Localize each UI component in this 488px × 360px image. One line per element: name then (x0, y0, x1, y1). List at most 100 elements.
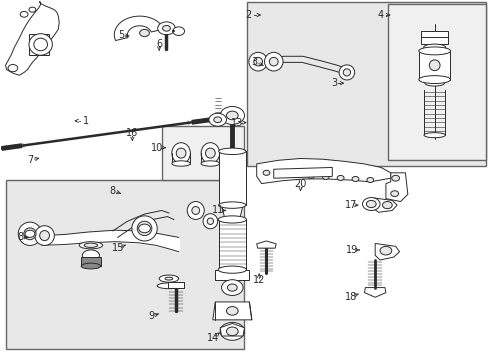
Polygon shape (218, 220, 245, 270)
Circle shape (391, 175, 399, 181)
Ellipse shape (24, 228, 36, 240)
Text: 9: 9 (148, 311, 155, 321)
Text: 19: 19 (345, 245, 357, 255)
Circle shape (8, 64, 18, 72)
Polygon shape (273, 167, 331, 178)
Ellipse shape (176, 148, 185, 158)
Circle shape (220, 107, 244, 125)
Ellipse shape (35, 226, 54, 246)
Polygon shape (215, 270, 249, 280)
Circle shape (307, 174, 314, 179)
Ellipse shape (203, 214, 217, 229)
Ellipse shape (423, 44, 445, 50)
Ellipse shape (137, 221, 152, 235)
Ellipse shape (205, 148, 215, 158)
Circle shape (277, 171, 284, 176)
Ellipse shape (171, 161, 190, 166)
Circle shape (227, 284, 237, 291)
Polygon shape (256, 158, 390, 184)
Polygon shape (5, 1, 59, 75)
Circle shape (139, 224, 150, 233)
Ellipse shape (218, 202, 245, 208)
Polygon shape (220, 323, 244, 336)
Circle shape (140, 30, 149, 37)
Text: 2: 2 (245, 10, 251, 20)
Polygon shape (420, 31, 447, 44)
Circle shape (379, 246, 391, 255)
Polygon shape (256, 241, 276, 248)
Circle shape (390, 191, 398, 197)
Text: 13: 13 (231, 118, 243, 128)
Ellipse shape (218, 216, 246, 223)
Circle shape (382, 202, 391, 209)
Circle shape (162, 26, 170, 31)
Ellipse shape (418, 76, 449, 84)
Circle shape (208, 113, 226, 126)
Circle shape (351, 176, 358, 181)
Ellipse shape (207, 218, 213, 225)
Ellipse shape (40, 230, 49, 240)
Text: 12: 12 (252, 275, 265, 285)
Polygon shape (374, 243, 399, 260)
Text: 15: 15 (111, 243, 123, 253)
Ellipse shape (84, 243, 98, 247)
Ellipse shape (34, 38, 47, 51)
Circle shape (220, 322, 244, 340)
Circle shape (366, 177, 373, 183)
Text: 18: 18 (344, 292, 356, 302)
Circle shape (20, 12, 28, 17)
Circle shape (226, 111, 238, 120)
Ellipse shape (423, 133, 445, 138)
Text: 16: 16 (126, 129, 138, 138)
Ellipse shape (248, 52, 267, 71)
Text: 8: 8 (110, 186, 116, 196)
Ellipse shape (82, 250, 99, 261)
Polygon shape (212, 302, 251, 320)
Text: 20: 20 (294, 179, 306, 189)
Ellipse shape (338, 65, 354, 80)
Circle shape (263, 170, 269, 175)
Circle shape (226, 307, 238, 315)
Ellipse shape (424, 80, 444, 86)
Text: 3: 3 (331, 78, 337, 88)
Polygon shape (418, 51, 449, 80)
Bar (161, 126, 244, 180)
Text: 11: 11 (211, 206, 224, 216)
Ellipse shape (201, 143, 219, 163)
Text: 4: 4 (377, 10, 383, 20)
Ellipse shape (269, 57, 278, 66)
Text: 14: 14 (206, 333, 219, 343)
Ellipse shape (18, 222, 41, 246)
Ellipse shape (187, 202, 204, 220)
Ellipse shape (29, 34, 52, 55)
Circle shape (337, 175, 344, 180)
Text: 8: 8 (17, 232, 23, 242)
Ellipse shape (428, 60, 439, 71)
Circle shape (221, 280, 243, 296)
Text: 5: 5 (118, 30, 124, 40)
Ellipse shape (171, 143, 190, 163)
Ellipse shape (201, 161, 219, 166)
Bar (246, 3, 485, 166)
Text: 10: 10 (150, 143, 163, 153)
Bar (5, 180, 244, 348)
Text: 7: 7 (27, 155, 33, 165)
Text: 1: 1 (83, 116, 89, 126)
Ellipse shape (264, 52, 283, 71)
Text: 3: 3 (251, 57, 257, 67)
Ellipse shape (253, 57, 262, 66)
Ellipse shape (218, 266, 246, 273)
Ellipse shape (79, 242, 102, 249)
Circle shape (362, 198, 379, 211)
Polygon shape (29, 34, 49, 55)
Ellipse shape (191, 207, 199, 215)
Circle shape (25, 230, 35, 237)
Ellipse shape (343, 69, 350, 76)
Polygon shape (373, 198, 396, 212)
Ellipse shape (164, 277, 172, 280)
Polygon shape (114, 16, 163, 41)
Ellipse shape (157, 283, 180, 289)
Circle shape (29, 7, 36, 12)
Ellipse shape (218, 148, 245, 154)
Ellipse shape (418, 47, 449, 55)
